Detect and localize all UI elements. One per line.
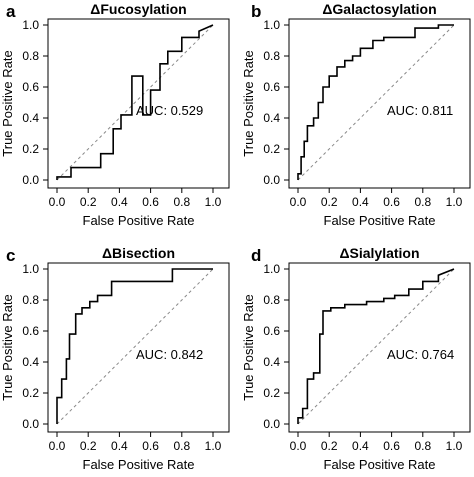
x-axis-label: False Positive Rate <box>324 213 436 228</box>
x-tick-label: 0.2 <box>321 439 338 453</box>
x-tick-label: 0.4 <box>352 439 369 453</box>
x-tick-label: 0.4 <box>352 195 369 209</box>
y-tick-label: 0.4 <box>263 111 280 125</box>
y-tick-label: 0.8 <box>22 293 39 307</box>
chart-title: ΔFucosylation <box>90 1 186 17</box>
y-axis-label: True Positive Rate <box>0 294 15 400</box>
y-tick-label: 0.2 <box>263 142 280 156</box>
auc-annotation: AUC: 0.842 <box>136 347 203 362</box>
x-tick-label: 0.2 <box>80 195 97 209</box>
auc-annotation: AUC: 0.764 <box>387 347 454 362</box>
chart-title: ΔSialylation <box>339 245 419 261</box>
panel-letter: d <box>251 246 261 265</box>
y-tick-label: 1.0 <box>22 262 39 276</box>
panel-letter: a <box>6 2 16 21</box>
y-tick-label: 0.8 <box>263 293 280 307</box>
x-tick-label: 0.8 <box>173 195 190 209</box>
x-tick-label: 0.8 <box>173 439 190 453</box>
reference-diagonal-line <box>56 268 214 425</box>
x-tick-label: 1.0 <box>446 195 463 209</box>
x-tick-label: 0.4 <box>111 439 128 453</box>
reference-diagonal-line <box>56 24 214 181</box>
x-tick-label: 0.6 <box>383 195 400 209</box>
x-axis-label: False Positive Rate <box>83 213 195 228</box>
x-tick-label: 0.8 <box>414 439 431 453</box>
x-tick-label: 0.0 <box>290 439 307 453</box>
y-tick-label: 0.0 <box>263 417 280 431</box>
plot-frame <box>288 18 471 189</box>
plot-frame <box>288 262 471 433</box>
y-tick-label: 0.4 <box>22 355 39 369</box>
roc-curve-line <box>56 24 214 180</box>
plot-frame <box>47 18 230 189</box>
auc-annotation: AUC: 0.811 <box>387 103 453 118</box>
y-tick-label: 0.0 <box>263 173 280 187</box>
x-tick-label: 0.6 <box>142 195 159 209</box>
y-axis-label: True Positive Rate <box>241 50 256 156</box>
reference-diagonal-line <box>297 24 455 181</box>
y-tick-label: 0.6 <box>263 324 280 338</box>
reference-diagonal-line <box>297 268 455 425</box>
x-tick-label: 1.0 <box>205 439 222 453</box>
x-tick-label: 0.6 <box>383 439 400 453</box>
y-axis-label: True Positive Rate <box>241 294 256 400</box>
auc-annotation: AUC: 0.529 <box>136 103 203 118</box>
y-tick-label: 0.6 <box>263 80 280 94</box>
y-tick-label: 0.2 <box>22 142 39 156</box>
roc-curve-line <box>297 268 455 424</box>
x-tick-label: 0.4 <box>111 195 128 209</box>
chart-title: ΔGalactosylation <box>322 1 436 17</box>
y-tick-label: 0.6 <box>22 80 39 94</box>
y-tick-label: 1.0 <box>263 262 280 276</box>
x-tick-label: 1.0 <box>205 195 222 209</box>
panel-letter: b <box>251 2 261 21</box>
y-tick-label: 0.8 <box>263 49 280 63</box>
chart-title: ΔBisection <box>102 245 175 261</box>
y-tick-label: 1.0 <box>263 18 280 32</box>
plot-frame <box>47 262 230 433</box>
y-tick-label: 0.8 <box>22 49 39 63</box>
y-tick-label: 0.6 <box>22 324 39 338</box>
x-tick-label: 0.8 <box>414 195 431 209</box>
x-axis-label: False Positive Rate <box>83 457 195 472</box>
y-tick-label: 1.0 <box>22 18 39 32</box>
x-tick-label: 1.0 <box>446 439 463 453</box>
y-tick-label: 0.4 <box>263 355 280 369</box>
x-tick-label: 0.2 <box>321 195 338 209</box>
x-axis-label: False Positive Rate <box>324 457 436 472</box>
roc-curve-line <box>297 24 454 180</box>
roc-curve-line <box>56 268 213 424</box>
x-tick-label: 0.2 <box>80 439 97 453</box>
x-tick-label: 0.0 <box>49 195 66 209</box>
y-tick-label: 0.2 <box>22 386 39 400</box>
x-tick-label: 0.0 <box>49 439 66 453</box>
y-tick-label: 0.4 <box>22 111 39 125</box>
x-tick-label: 0.6 <box>142 439 159 453</box>
y-axis-label: True Positive Rate <box>0 50 15 156</box>
x-tick-label: 0.0 <box>290 195 307 209</box>
panel-letter: c <box>6 246 15 265</box>
y-tick-label: 0.2 <box>263 386 280 400</box>
y-tick-label: 0.0 <box>22 417 39 431</box>
y-tick-label: 0.0 <box>22 173 39 187</box>
